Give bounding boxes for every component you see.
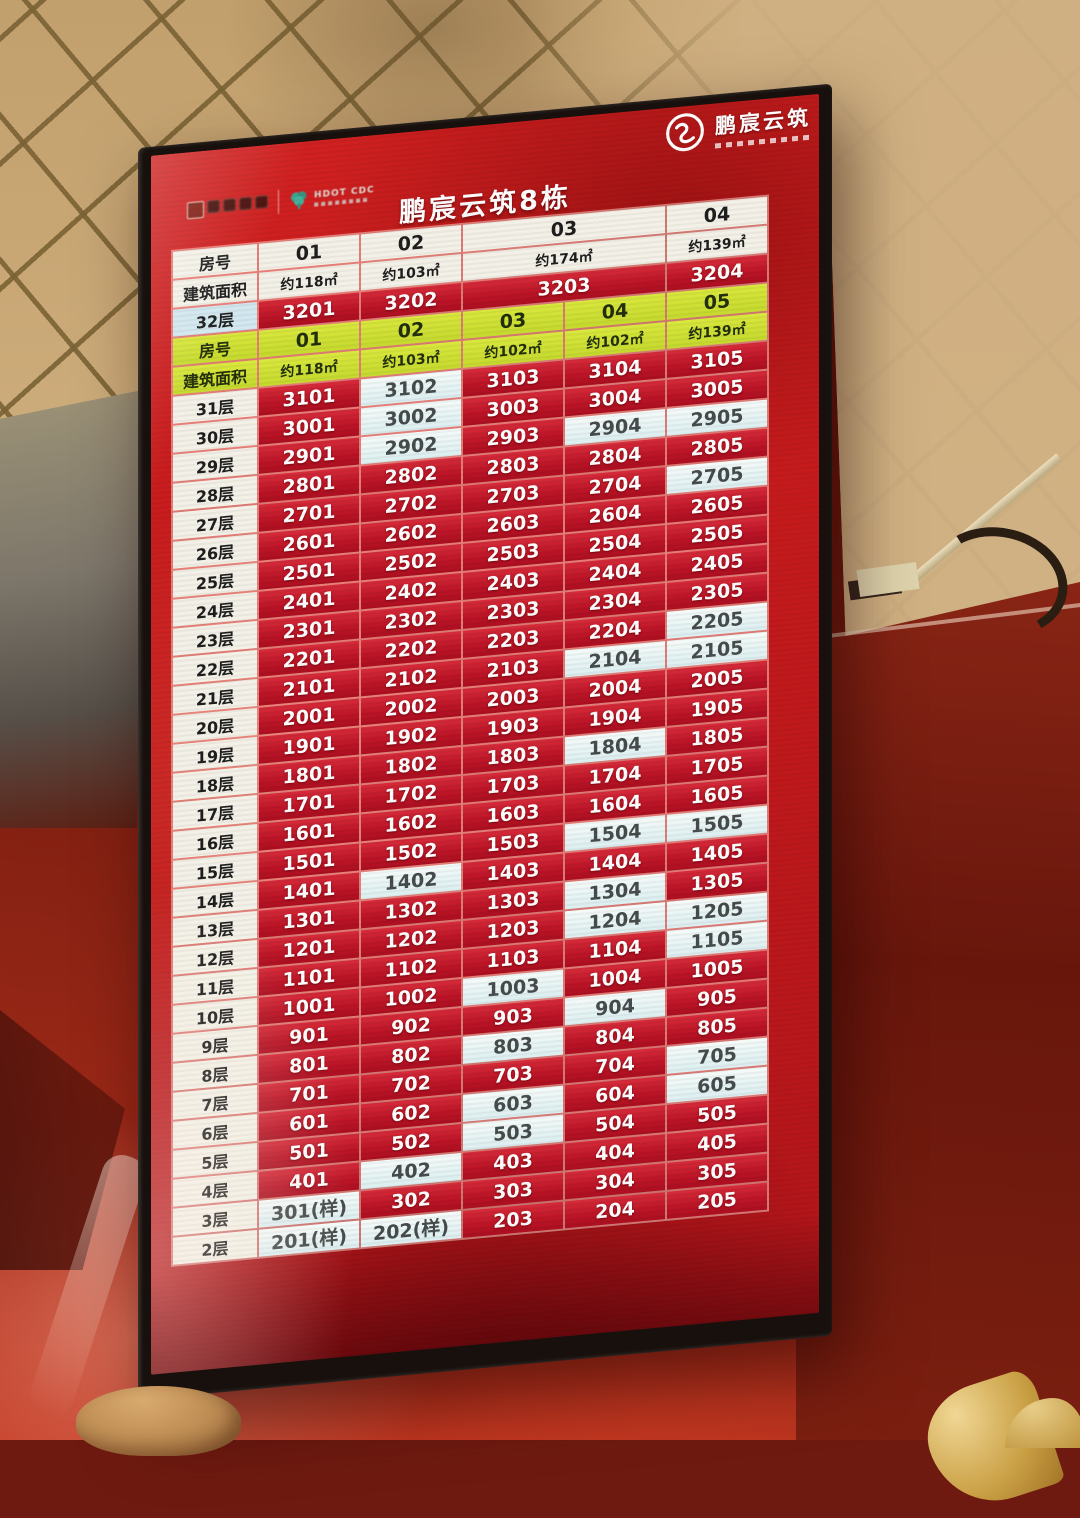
floor-label: 2层 <box>173 1229 257 1265</box>
left-wall <box>0 388 152 828</box>
brand-logo-text: 鹏宸云筑 <box>715 105 811 139</box>
sales-board-screen: HDOT CDC 鹏宸云筑 鹏宸云筑8栋 房号 01 02 03 04 建筑面积 约118㎡… <box>151 93 819 1375</box>
foreground-head <box>76 1386 241 1456</box>
brand-swirl-icon <box>666 113 704 152</box>
brand-logo: 鹏宸云筑 <box>664 100 811 156</box>
screen-header: HDOT CDC 鹏宸云筑 鹏宸云筑8栋 <box>151 94 819 252</box>
display-tv: HDOT CDC 鹏宸云筑 鹏宸云筑8栋 房号 01 02 03 04 建筑面积 约118㎡… <box>138 83 832 1400</box>
right-red-wall-panel <box>796 582 1080 1440</box>
partner-logos: HDOT CDC <box>187 181 375 222</box>
availability-board: 房号 01 02 03 04 建筑面积 约118㎡ 约103㎡ 约174㎡ 约139㎡ 32层 320… <box>171 194 769 1267</box>
tree-icon <box>291 191 307 210</box>
partner-logo-teal: HDOT CDC <box>289 183 375 211</box>
